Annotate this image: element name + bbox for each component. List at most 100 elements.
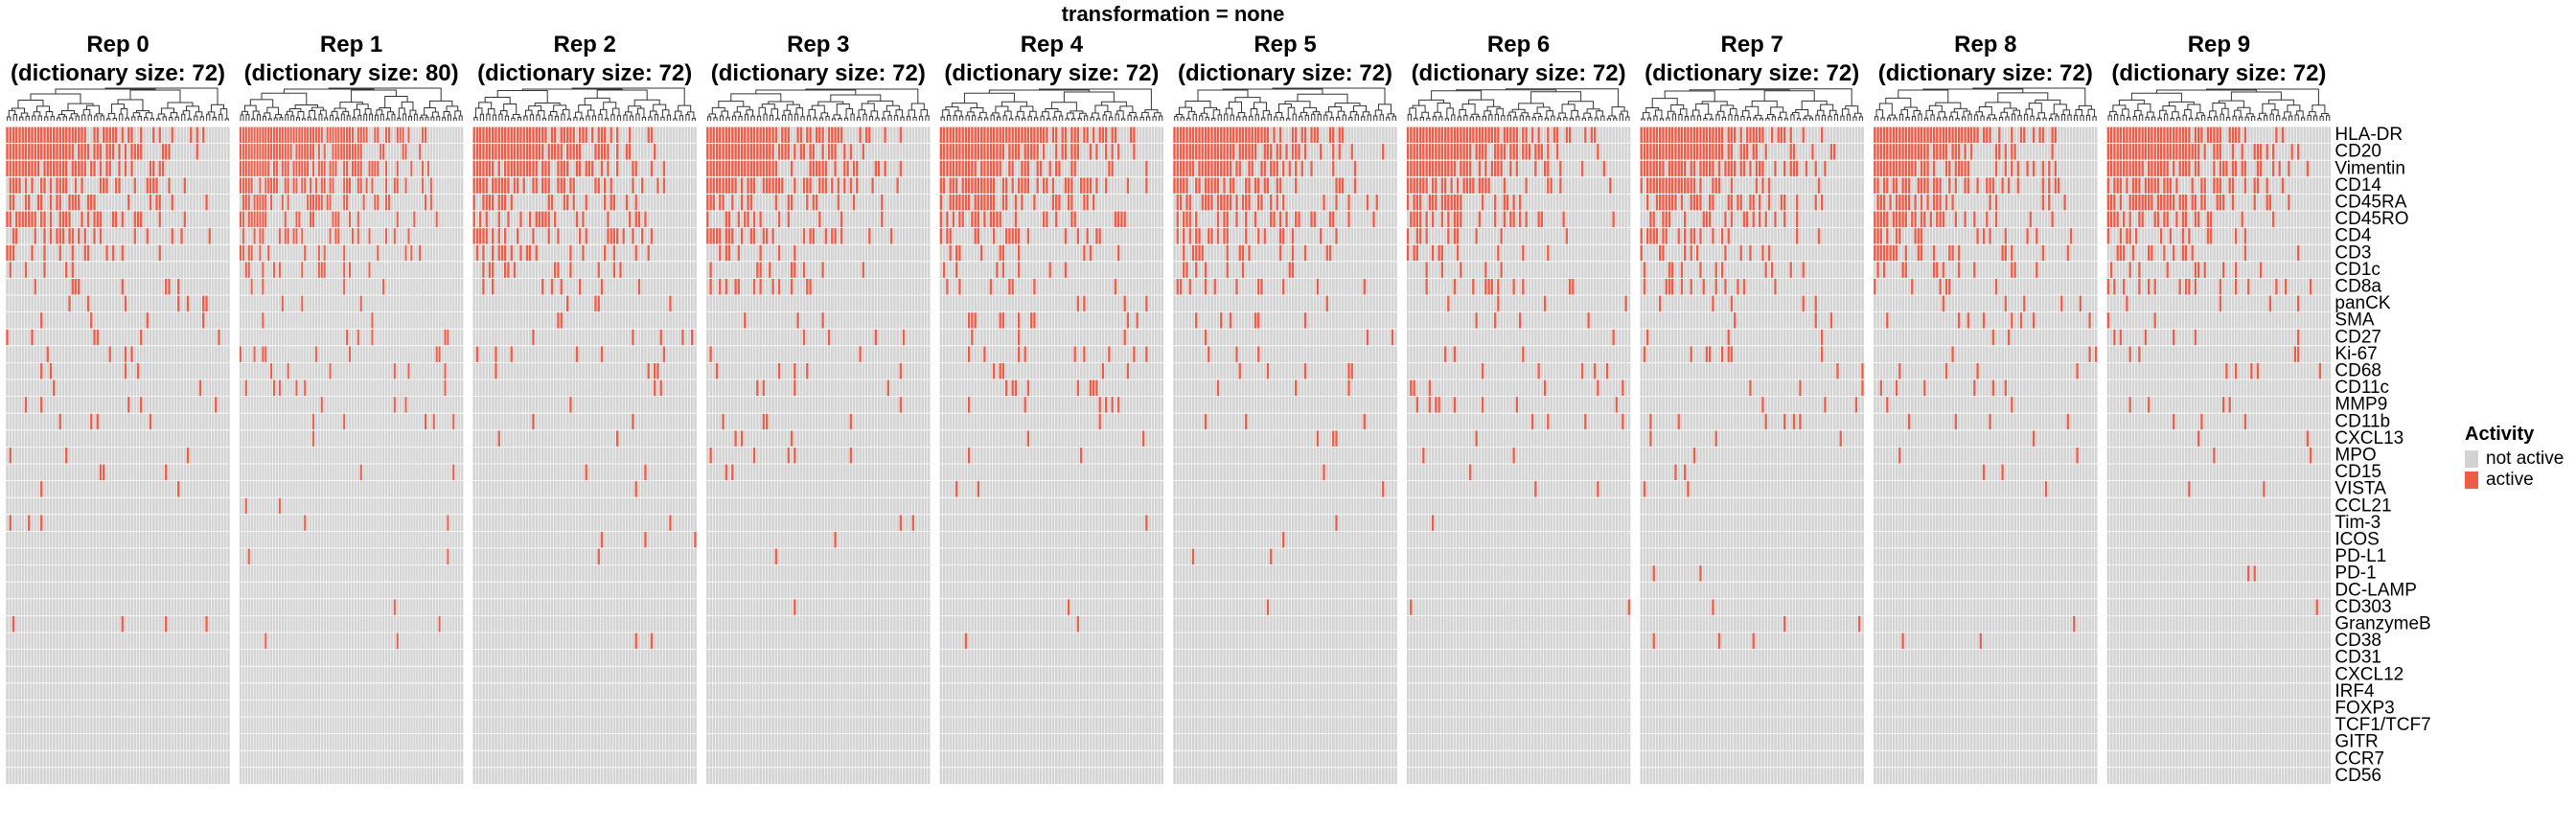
cell-active: [295, 160, 298, 177]
cell-active: [1129, 126, 1133, 143]
dendrogram-branch: [1561, 104, 1576, 114]
cell-active: [1755, 126, 1759, 143]
cell-active: [1543, 295, 1547, 311]
cell-active: [58, 244, 61, 262]
cell-active: [1229, 195, 1232, 211]
cell-active: [1944, 144, 1948, 160]
cell-active: [1895, 244, 1898, 262]
cell-active: [1692, 228, 1696, 244]
cell-active: [1254, 177, 1257, 194]
cell-active: [1144, 160, 1148, 177]
cell-active: [1972, 380, 1976, 396]
cell-active: [1484, 177, 1487, 194]
cell-active: [949, 160, 952, 177]
cell-active: [1932, 177, 1936, 194]
cell-active: [102, 464, 105, 480]
cell-active: [149, 160, 152, 177]
cell-active: [556, 160, 560, 177]
cell-active: [1406, 177, 1410, 194]
cell-active: [815, 195, 818, 211]
cell-active: [12, 144, 15, 160]
cell-active: [1179, 195, 1183, 211]
dendrogram-branch: [211, 104, 224, 112]
cell-active: [1645, 126, 1649, 143]
cell-active: [269, 177, 273, 194]
dendrogram-branch: [1659, 118, 1665, 121]
cell-active: [1024, 126, 1026, 143]
cell-active: [239, 346, 242, 362]
dendrogram-branch: [1139, 116, 1144, 121]
cell-active: [269, 195, 273, 211]
cell-active: [740, 177, 744, 194]
cell-active: [1413, 211, 1415, 227]
cell-active: [2010, 160, 2013, 177]
cell-active: [1994, 195, 1998, 211]
cell-active: [497, 177, 500, 194]
cell-active: [957, 195, 961, 211]
dendrogram-branch: [678, 115, 684, 121]
cell-active: [999, 363, 1001, 380]
cell-active: [485, 211, 488, 227]
cell-active: [977, 195, 980, 211]
cell-active: [2010, 244, 2013, 262]
cell-active: [1229, 177, 1232, 194]
cell-active: [239, 160, 242, 177]
cell-active: [239, 244, 242, 262]
dendrogram-branch: [984, 117, 989, 121]
cell-active: [1256, 279, 1260, 295]
cell-active: [896, 177, 899, 194]
dendrogram-branch: [947, 115, 952, 121]
dendrogram-branch: [1414, 117, 1418, 121]
cell-active: [1051, 195, 1055, 211]
dendrogram-branch: [2067, 114, 2072, 121]
panel-subtitle: (dictionary size: 80): [243, 60, 459, 86]
dendrogram-branch: [1407, 113, 1412, 121]
cell-active: [1873, 228, 1876, 244]
cell-active: [1982, 228, 1986, 244]
cell-active: [1017, 244, 1021, 262]
cell-active: [840, 228, 843, 244]
cell-active: [659, 329, 662, 346]
cell-active: [578, 144, 582, 160]
cell-active: [518, 211, 522, 227]
cell-active: [1484, 262, 1487, 278]
dendrogram-branch: [1695, 103, 1710, 115]
cell-active: [396, 211, 399, 227]
cell-active: [603, 144, 607, 160]
cell-active: [1144, 515, 1148, 531]
cell-active: [2041, 244, 2044, 262]
cell-active: [834, 144, 837, 160]
cell-active: [1024, 160, 1026, 177]
cell-active: [1695, 144, 1699, 160]
dendrogram-branch: [1115, 113, 1119, 121]
cell-active: [1658, 160, 1662, 177]
dendrogram-branch: [795, 107, 804, 117]
cell-active: [130, 346, 133, 362]
cell-active: [183, 177, 186, 194]
cell-active: [289, 144, 292, 160]
cell-active: [954, 244, 958, 262]
dendrogram-branch: [131, 116, 136, 121]
cell-active: [2004, 295, 2007, 311]
cell-active: [578, 279, 582, 295]
cell-active: [309, 144, 312, 160]
dendrogram-branch: [1667, 110, 1675, 118]
cell-active: [317, 126, 320, 143]
cell-active: [1645, 177, 1649, 194]
cell-active: [784, 126, 787, 143]
dendrogram-branch: [758, 106, 767, 117]
cell-active: [58, 177, 61, 194]
cell-active: [1204, 126, 1208, 143]
cell-active: [121, 616, 124, 632]
cell-active: [722, 413, 724, 430]
cell-active: [1702, 160, 1705, 177]
dendrogram-branch: [324, 117, 329, 121]
cell-active: [365, 126, 368, 143]
cell-active: [1695, 244, 1699, 262]
cell-active: [812, 160, 815, 177]
cell-active: [114, 177, 118, 194]
cell-active: [1453, 160, 1456, 177]
cell-active: [1204, 144, 1208, 160]
cell-active: [1173, 177, 1176, 194]
cell-active: [368, 160, 371, 177]
